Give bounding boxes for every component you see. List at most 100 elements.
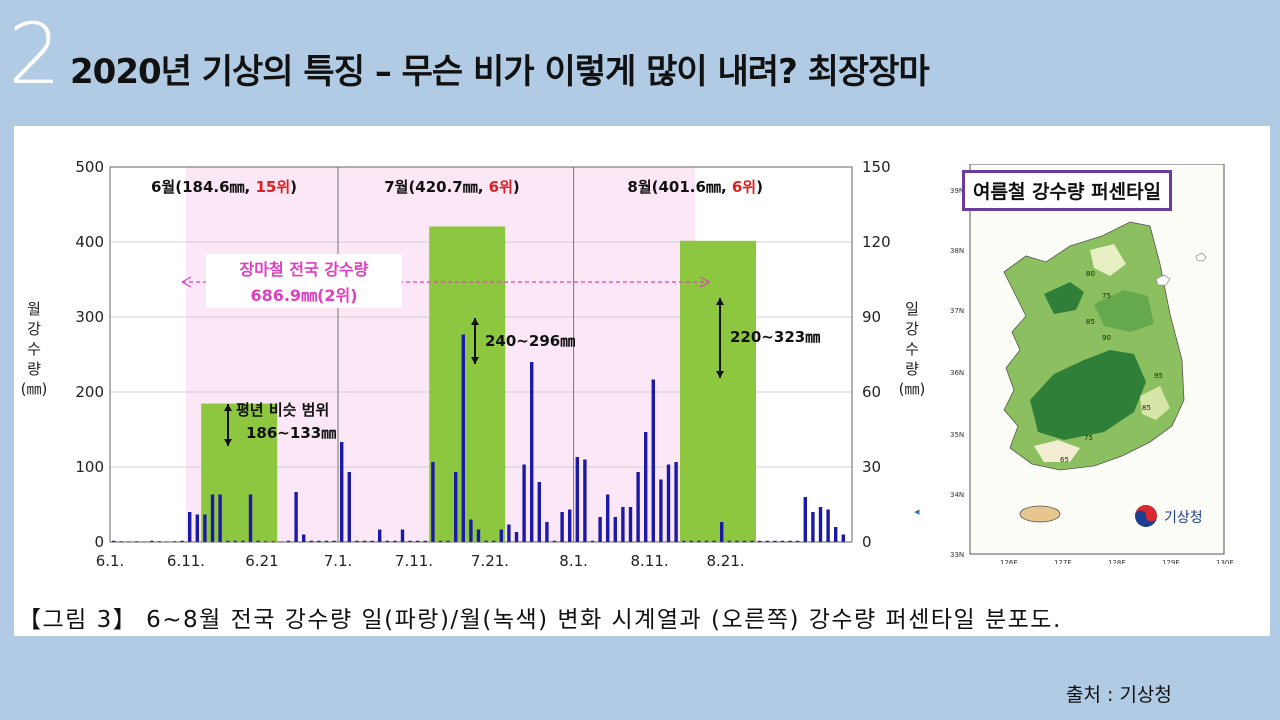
daily-bar: [606, 494, 610, 542]
daily-bar: [773, 540, 777, 542]
daily-bar: [370, 540, 374, 542]
daily-bar: [264, 541, 268, 542]
normal-range-arrow-august-head-top: [716, 298, 724, 305]
daily-bar: [644, 432, 648, 542]
lat-tick-label: 33N: [950, 551, 964, 559]
daily-bar: [834, 527, 838, 542]
lat-tick-label: 39N: [950, 187, 964, 195]
y-right-tick-label: 0: [862, 533, 872, 551]
monsoon-arrow-head-left: [181, 276, 192, 288]
high-percentile-zone-north: [1044, 282, 1084, 314]
y-right-axis-label: 량: [905, 360, 919, 378]
daily-bar: [590, 540, 595, 542]
daily-bar: [317, 540, 321, 542]
daily-bar: [636, 472, 640, 542]
daily-bar: [180, 540, 184, 542]
daily-bar: [469, 519, 473, 542]
y-right-tick-label: 120: [862, 233, 891, 251]
daily-bar: [780, 540, 785, 542]
daily-bar: [286, 540, 291, 542]
kma-logo-text: 기상청: [1164, 510, 1203, 526]
daily-bar: [552, 540, 557, 542]
contour-label: 85: [1086, 318, 1095, 326]
y-right-tick-label: 30: [862, 458, 881, 476]
daily-bar: [750, 540, 754, 542]
precipitation-chart: 0 100 200 300 400 500 0 30 60 90 120 150 6.1. 6.11. 6.…: [21, 158, 926, 570]
daily-bar: [195, 514, 199, 542]
x-tick-label: 6.1.: [96, 552, 125, 570]
x-tick-label: 6.21: [245, 552, 278, 570]
daily-bar: [400, 529, 405, 542]
month-total-label: 8월(401.6㎜, 6위): [627, 178, 763, 196]
low-percentile-zone-east: [1140, 386, 1170, 420]
daily-bar: [598, 517, 602, 542]
daily-bar: [720, 522, 724, 542]
normal-range-june: 186~133㎜: [246, 424, 336, 442]
daily-bar: [788, 540, 792, 542]
daily-bar: [340, 442, 344, 542]
x-tick-label: 7.21.: [471, 552, 509, 570]
daily-bar: [659, 479, 663, 542]
daily-bar: [628, 507, 633, 542]
daily-bar: [666, 464, 671, 542]
y-left-axis-label: (㎜): [21, 380, 48, 398]
daily-bar: [248, 494, 253, 542]
month-rank: 6위: [732, 178, 756, 196]
daily-bar: [826, 509, 830, 542]
daily-bar: [522, 464, 526, 542]
month-total-close: ): [756, 178, 763, 196]
contour-label: 75: [1084, 434, 1093, 442]
slide-number: 2: [8, 5, 62, 103]
island-shape: [1155, 274, 1171, 286]
daily-bar: [355, 540, 359, 542]
daily-bar: [279, 541, 283, 543]
map-title: 여름철 강수량 퍼센타일: [962, 170, 1173, 211]
month-total-text: 8월(401.6㎜,: [627, 178, 731, 196]
x-tick-label: 7.1.: [324, 552, 353, 570]
daily-bar: [545, 522, 549, 542]
x-tick-label: 8.11.: [631, 552, 669, 570]
y-left-tick-label: 0: [94, 533, 104, 551]
kma-logo-icon-red: [1135, 505, 1157, 522]
daily-bar: [226, 540, 230, 542]
daily-bar: [742, 540, 747, 542]
daily-bar: [697, 540, 701, 542]
figure-panel: 0 100 200 300 400 500 0 30 60 90 120 150 6.1. 6.11. 6.…: [14, 126, 1270, 636]
lon-tick-label: 127E: [1054, 559, 1072, 564]
daily-bar: [484, 540, 488, 542]
monsoon-label-bg: [206, 254, 402, 308]
daily-bar: [651, 379, 655, 542]
daily-bar: [233, 540, 237, 542]
source-credit: 출처 : 기상청: [1066, 684, 1172, 706]
daily-bar: [385, 540, 389, 542]
y-right-axis-label: 강: [905, 320, 919, 338]
daily-bar: [408, 540, 412, 542]
y-left-axis-label: 월: [27, 300, 41, 318]
daily-bar: [423, 540, 427, 542]
daily-bar: [241, 540, 245, 542]
normal-range-arrow-june-head-top: [224, 404, 232, 411]
daily-bar: [165, 541, 169, 543]
daily-bar: [210, 494, 215, 542]
x-tick-label: 7.11.: [395, 552, 433, 570]
percentile-map: 80 75 85 90 95 85 75 65 39N 38N 37N 36N 35N 34N 33N 126…: [934, 163, 1262, 568]
daily-bar: [393, 540, 397, 542]
daily-bar: [796, 540, 800, 542]
daily-bar: [613, 517, 617, 542]
y-left-axis-label: 강: [27, 320, 41, 338]
daily-bar: [332, 540, 336, 542]
daily-bar: [735, 540, 739, 542]
y-right-axis-label: 수: [905, 340, 919, 358]
low-percentile-zone-north: [1090, 244, 1126, 276]
daily-bar: [142, 541, 146, 543]
daily-bar: [446, 540, 450, 542]
daily-bar: [362, 540, 367, 542]
monthly-bar-8: [680, 240, 756, 543]
x-tick-label: 8.1.: [559, 552, 588, 570]
contour-label: 85: [1142, 404, 1151, 412]
daily-bar: [134, 541, 139, 542]
daily-bar: [347, 472, 351, 542]
daily-bar: [416, 540, 420, 542]
daily-bar: [188, 512, 192, 542]
daily-bar: [271, 541, 275, 542]
